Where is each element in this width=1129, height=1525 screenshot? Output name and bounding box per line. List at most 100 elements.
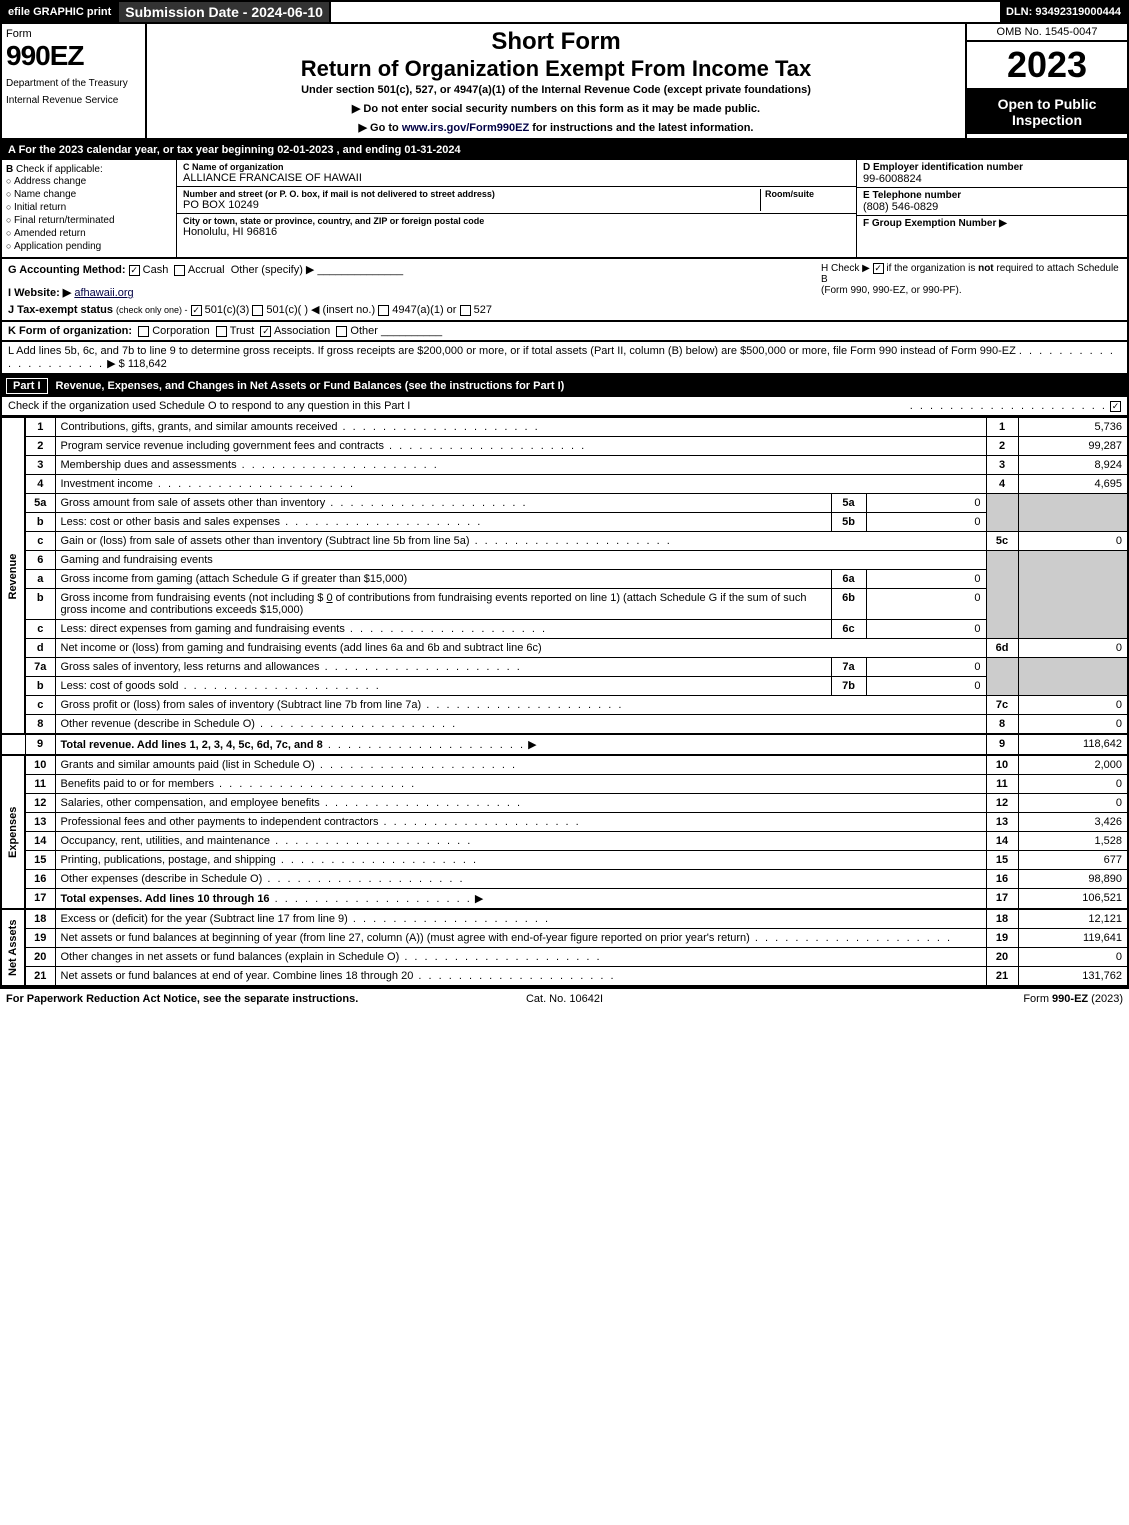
- street-label: Number and street (or P. O. box, if mail…: [183, 189, 760, 199]
- section-a: A For the 2023 calendar year, or tax yea…: [0, 140, 1129, 160]
- cat-no: Cat. No. 10642I: [378, 993, 750, 1005]
- val-7c: 0: [1018, 696, 1128, 715]
- val-7a: 0: [866, 658, 986, 677]
- chk-assoc[interactable]: ✓: [260, 326, 271, 337]
- form-label: Form: [6, 28, 141, 40]
- val-5a: 0: [866, 494, 986, 513]
- chk-trust[interactable]: [216, 326, 227, 337]
- topbar: efile GRAPHIC print Submission Date - 20…: [0, 0, 1129, 24]
- phone-label: E Telephone number: [863, 190, 1121, 201]
- val-10: 2,000: [1018, 755, 1128, 775]
- website-label: I Website: ▶: [8, 287, 71, 299]
- chk-501c3[interactable]: ✓: [191, 305, 202, 316]
- part1-header: Part I Revenue, Expenses, and Changes in…: [0, 375, 1129, 397]
- chk-final[interactable]: Final return/terminated: [6, 214, 172, 227]
- val-6b: 0: [866, 589, 986, 620]
- open-to-public: Open to Public Inspection: [967, 90, 1127, 134]
- irs-link[interactable]: www.irs.gov/Form990EZ: [402, 122, 529, 134]
- dln: DLN: 93492319000444: [1000, 2, 1127, 22]
- room-label: Room/suite: [765, 189, 850, 199]
- tax-exempt-label: J Tax-exempt status: [8, 304, 113, 316]
- val-8: 0: [1018, 715, 1128, 735]
- val-21: 131,762: [1018, 967, 1128, 987]
- tax-year: 2023: [967, 42, 1127, 90]
- val-6a: 0: [866, 570, 986, 589]
- form-header: Form 990EZ Department of the Treasury In…: [0, 24, 1129, 140]
- val-3: 8,924: [1018, 456, 1128, 475]
- gross-receipts: 118,642: [128, 358, 167, 370]
- section-g: G Accounting Method: ✓ Cash Accrual Othe…: [8, 263, 821, 316]
- phone: (808) 546-0829: [863, 201, 1121, 213]
- dept-irs: Internal Revenue Service: [6, 95, 141, 106]
- val-13: 3,426: [1018, 813, 1128, 832]
- val-20: 0: [1018, 948, 1128, 967]
- chk-corp[interactable]: [138, 326, 149, 337]
- form-title: Return of Organization Exempt From Incom…: [151, 56, 961, 82]
- section-gh: G Accounting Method: ✓ Cash Accrual Othe…: [0, 259, 1129, 322]
- val-14: 1,528: [1018, 832, 1128, 851]
- val-2: 99,287: [1018, 437, 1128, 456]
- chk-cash[interactable]: ✓: [129, 265, 140, 276]
- form-ref: Form 990-EZ (2023): [751, 993, 1123, 1005]
- footer: For Paperwork Reduction Act Notice, see …: [0, 987, 1129, 1009]
- section-h: H Check ▶ ✓ if the organization is not r…: [821, 263, 1121, 316]
- instr-link: ▶ Go to www.irs.gov/Form990EZ for instru…: [151, 121, 961, 134]
- org-name-label: C Name of organization: [183, 162, 850, 172]
- form-number: 990EZ: [6, 40, 141, 72]
- ein: 99-6008824: [863, 173, 1121, 185]
- val-4: 4,695: [1018, 475, 1128, 494]
- section-k: K Form of organization: Corporation Trus…: [0, 322, 1129, 342]
- section-def: D Employer identification number 99-6008…: [857, 160, 1127, 257]
- val-16: 98,890: [1018, 870, 1128, 889]
- side-expenses: Expenses: [1, 755, 25, 909]
- side-revenue: Revenue: [1, 418, 25, 735]
- chk-pending[interactable]: Application pending: [6, 240, 172, 253]
- dept-treasury: Department of the Treasury: [6, 78, 141, 89]
- org-name: ALLIANCE FRANCAISE OF HAWAII: [183, 172, 850, 184]
- group-exemption-label: F Group Exemption Number ▶: [863, 218, 1121, 229]
- street: PO BOX 10249: [183, 199, 760, 211]
- val-5c: 0: [1018, 532, 1128, 551]
- side-net-assets: Net Assets: [1, 909, 25, 986]
- chk-501c[interactable]: [252, 305, 263, 316]
- part1-check-o: Check if the organization used Schedule …: [0, 397, 1129, 417]
- chk-schedule-o[interactable]: ✓: [1110, 401, 1121, 412]
- part1-table: Revenue 1 Contributions, gifts, grants, …: [0, 417, 1129, 987]
- section-l: L Add lines 5b, 6c, and 7b to line 9 to …: [0, 342, 1129, 375]
- short-form-title: Short Form: [151, 28, 961, 56]
- chk-initial[interactable]: Initial return: [6, 201, 172, 214]
- paperwork-notice: For Paperwork Reduction Act Notice, see …: [6, 993, 378, 1005]
- val-17: 106,521: [1018, 889, 1128, 910]
- chk-other[interactable]: [336, 326, 347, 337]
- val-12: 0: [1018, 794, 1128, 813]
- city: Honolulu, HI 96816: [183, 226, 850, 238]
- chk-accrual[interactable]: [174, 265, 185, 276]
- submission-date: Submission Date - 2024-06-10: [119, 2, 331, 22]
- val-1: 5,736: [1018, 418, 1128, 437]
- chk-4947[interactable]: [378, 305, 389, 316]
- chk-address[interactable]: Address change: [6, 175, 172, 188]
- section-c: C Name of organization ALLIANCE FRANCAIS…: [177, 160, 857, 257]
- website-link[interactable]: afhawaii.org: [74, 287, 133, 299]
- val-6c: 0: [866, 620, 986, 639]
- val-11: 0: [1018, 775, 1128, 794]
- block-bcdef: B Check if applicable: Address change Na…: [0, 160, 1129, 259]
- chk-schedule-b[interactable]: ✓: [873, 263, 884, 274]
- val-18: 12,121: [1018, 909, 1128, 929]
- val-5b: 0: [866, 513, 986, 532]
- val-6d: 0: [1018, 639, 1128, 658]
- section-b: B Check if applicable: Address change Na…: [2, 160, 177, 257]
- ein-label: D Employer identification number: [863, 162, 1121, 173]
- instr-ssn: ▶ Do not enter social security numbers o…: [151, 102, 961, 115]
- val-15: 677: [1018, 851, 1128, 870]
- city-label: City or town, state or province, country…: [183, 216, 850, 226]
- val-19: 119,641: [1018, 929, 1128, 948]
- efile-label[interactable]: efile GRAPHIC print: [2, 2, 119, 22]
- val-9: 118,642: [1018, 734, 1128, 755]
- val-7b: 0: [866, 677, 986, 696]
- chk-amended[interactable]: Amended return: [6, 227, 172, 240]
- omb-number: OMB No. 1545-0047: [967, 24, 1127, 42]
- chk-name[interactable]: Name change: [6, 188, 172, 201]
- chk-527[interactable]: [460, 305, 471, 316]
- form-subtitle: Under section 501(c), 527, or 4947(a)(1)…: [151, 84, 961, 96]
